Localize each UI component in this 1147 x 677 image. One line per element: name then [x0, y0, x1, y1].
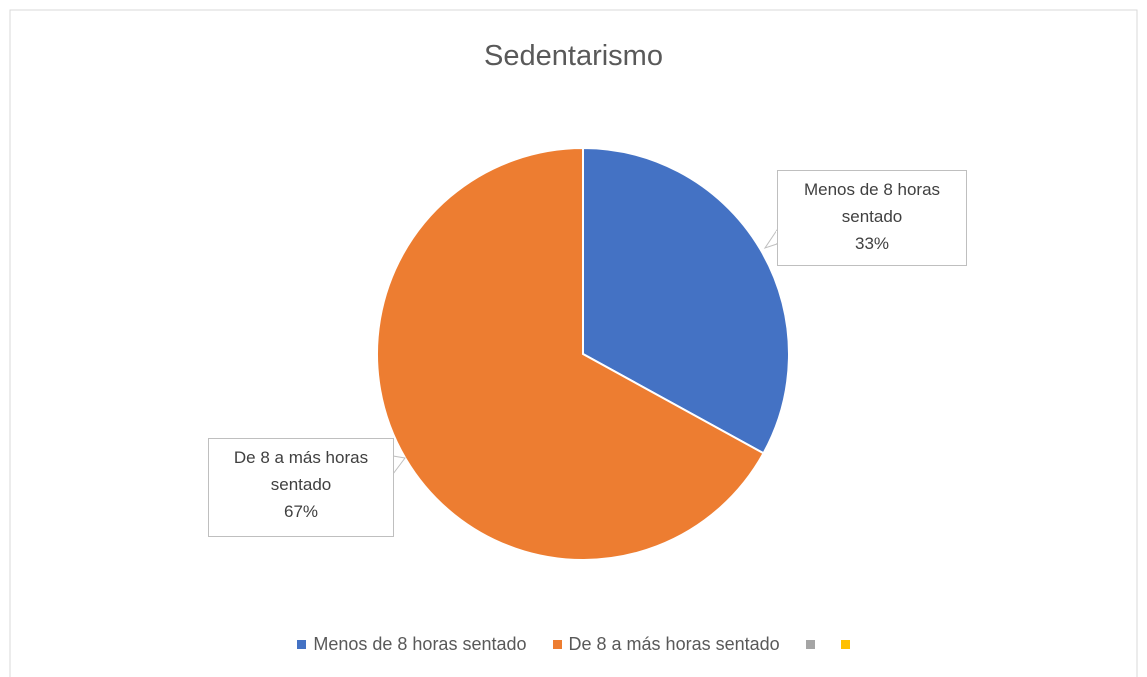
- legend-marker: [840, 640, 850, 649]
- legend-item: [840, 634, 850, 655]
- legend: Menos de 8 horas sentado De 8 a más horas…: [0, 634, 1147, 655]
- pie-slice: [582, 146, 790, 455]
- legend-label: De 8 a más horas sentado: [568, 634, 780, 654]
- label-pointer: [763, 228, 778, 249]
- data-label-category: De 8 a más horas sentado: [233, 448, 369, 494]
- label-pointer: [392, 455, 406, 476]
- legend-item: De 8 a más horas sentado: [552, 634, 780, 655]
- chart-title: Sedentarismo: [484, 40, 663, 72]
- chart-border: [9, 9, 1138, 677]
- pie-slice: [376, 146, 765, 561]
- data-label-value: 67%: [283, 502, 319, 521]
- legend-marker: [297, 640, 307, 649]
- legend-label: Menos de 8 horas sentado: [313, 634, 527, 654]
- data-label: Menos de 8 horas sentado 33%: [777, 170, 967, 266]
- legend-item: Menos de 8 horas sentado: [297, 634, 527, 655]
- legend-item: [805, 634, 815, 655]
- data-label-value: 33%: [854, 234, 890, 253]
- legend-marker: [552, 640, 562, 649]
- data-label: De 8 a más horas sentado 67%: [208, 438, 394, 537]
- data-label-category: Menos de 8 horas sentado: [803, 180, 941, 226]
- legend-marker: [805, 640, 815, 649]
